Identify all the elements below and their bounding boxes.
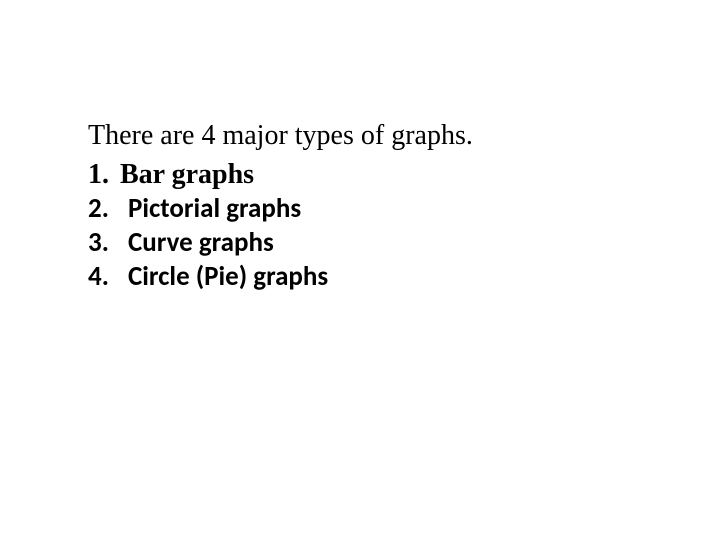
graph-types-list: Bar graphs Pictorial graphs Curve graphs… bbox=[88, 157, 648, 293]
slide-content: There are 4 major types of graphs. Bar g… bbox=[88, 118, 648, 293]
list-item: Bar graphs bbox=[88, 157, 648, 192]
list-item: Curve graphs bbox=[88, 226, 648, 260]
slide-heading: There are 4 major types of graphs. bbox=[88, 118, 648, 153]
list-item: Pictorial graphs bbox=[88, 192, 648, 226]
list-item: Circle (Pie) graphs bbox=[88, 260, 648, 294]
